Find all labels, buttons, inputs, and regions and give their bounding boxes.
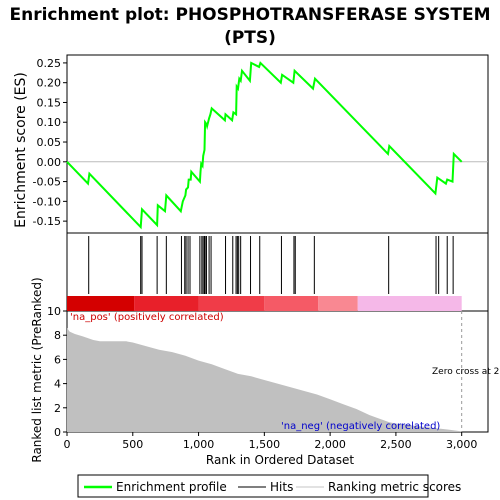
x-tick-label: 1,500 <box>249 438 281 451</box>
x-tick-label: 2,500 <box>380 438 412 451</box>
ranking-metric-area <box>67 327 462 432</box>
es-y-axis-label: Enrichment score (ES) <box>13 72 29 228</box>
metric-y-axis-label: Ranked list metric (PreRanked) <box>30 277 44 462</box>
metric-y-tick-label: 2 <box>54 402 61 415</box>
pos-correlated-label: 'na_pos' (positively correlated) <box>70 312 224 323</box>
x-tick-label: 1,000 <box>183 438 215 451</box>
ranking-color-bar <box>67 296 462 311</box>
metric-y-tick-label: 4 <box>54 378 61 391</box>
x-tick-label: 500 <box>122 438 143 451</box>
color-bar-segment <box>198 296 265 311</box>
color-bar-segment <box>67 296 135 311</box>
legend-entry-label: Enrichment profile <box>116 480 227 494</box>
x-axis-label: Rank in Ordered Dataset <box>206 453 354 467</box>
color-bar-segment <box>134 296 199 311</box>
neg-correlated-label: 'na_neg' (negatively correlated) <box>281 421 440 432</box>
es-y-tick-label: 0.25 <box>37 57 62 70</box>
metric-y-ticks: 10 8 6 4 2 0 <box>47 305 67 439</box>
es-panel-frame <box>66 54 489 234</box>
es-y-tick-label: -0.05 <box>33 176 61 189</box>
es-y-tick-label: -0.10 <box>33 195 61 208</box>
zero-cross-label: Zero cross at 2 <box>432 367 499 377</box>
metric-y-tick-label: 10 <box>47 305 61 318</box>
metric-y-tick-label: 8 <box>54 329 61 342</box>
metric-y-tick-label: 0 <box>54 426 61 439</box>
es-y-tick-label: 0.20 <box>37 77 62 90</box>
es-y-tick-label: -0.15 <box>33 215 61 228</box>
hit-markers <box>88 236 454 294</box>
color-bar-segment <box>264 296 319 311</box>
legend-entry-label: Ranking metric scores <box>328 480 461 494</box>
metric-y-tick-label: 6 <box>54 353 61 366</box>
es-y-tick-label: 0.05 <box>37 136 62 149</box>
es-y-tick-label: 0.15 <box>37 96 62 109</box>
legend: Enrichment profile Hits Ranking metric sco… <box>84 480 461 494</box>
es-y-tick-label: 0.00 <box>37 156 62 169</box>
legend-entry-label: Hits <box>270 480 293 494</box>
es-y-tick-label: 0.10 <box>37 116 62 129</box>
x-axis-ticks: 0 500 1,000 1,500 2,000 2,500 3,000 <box>64 432 478 451</box>
x-tick-label: 2,000 <box>314 438 346 451</box>
chart-title-line2: (PTS) <box>224 28 276 48</box>
legend-box <box>77 474 429 498</box>
es-y-ticks: 0.25 0.20 0.15 0.10 0.05 0.00 -0.05 -0.10 -0.15 <box>33 57 67 228</box>
chart-title-line1: Enrichment plot: PHOSPHOTRANSFERASE SYST… <box>9 5 490 25</box>
color-bar-segment <box>318 296 358 311</box>
enrichment-profile-line <box>66 61 463 230</box>
x-tick-label: 0 <box>64 438 71 451</box>
color-bar-segment <box>357 296 462 311</box>
x-tick-label: 3,000 <box>446 438 478 451</box>
